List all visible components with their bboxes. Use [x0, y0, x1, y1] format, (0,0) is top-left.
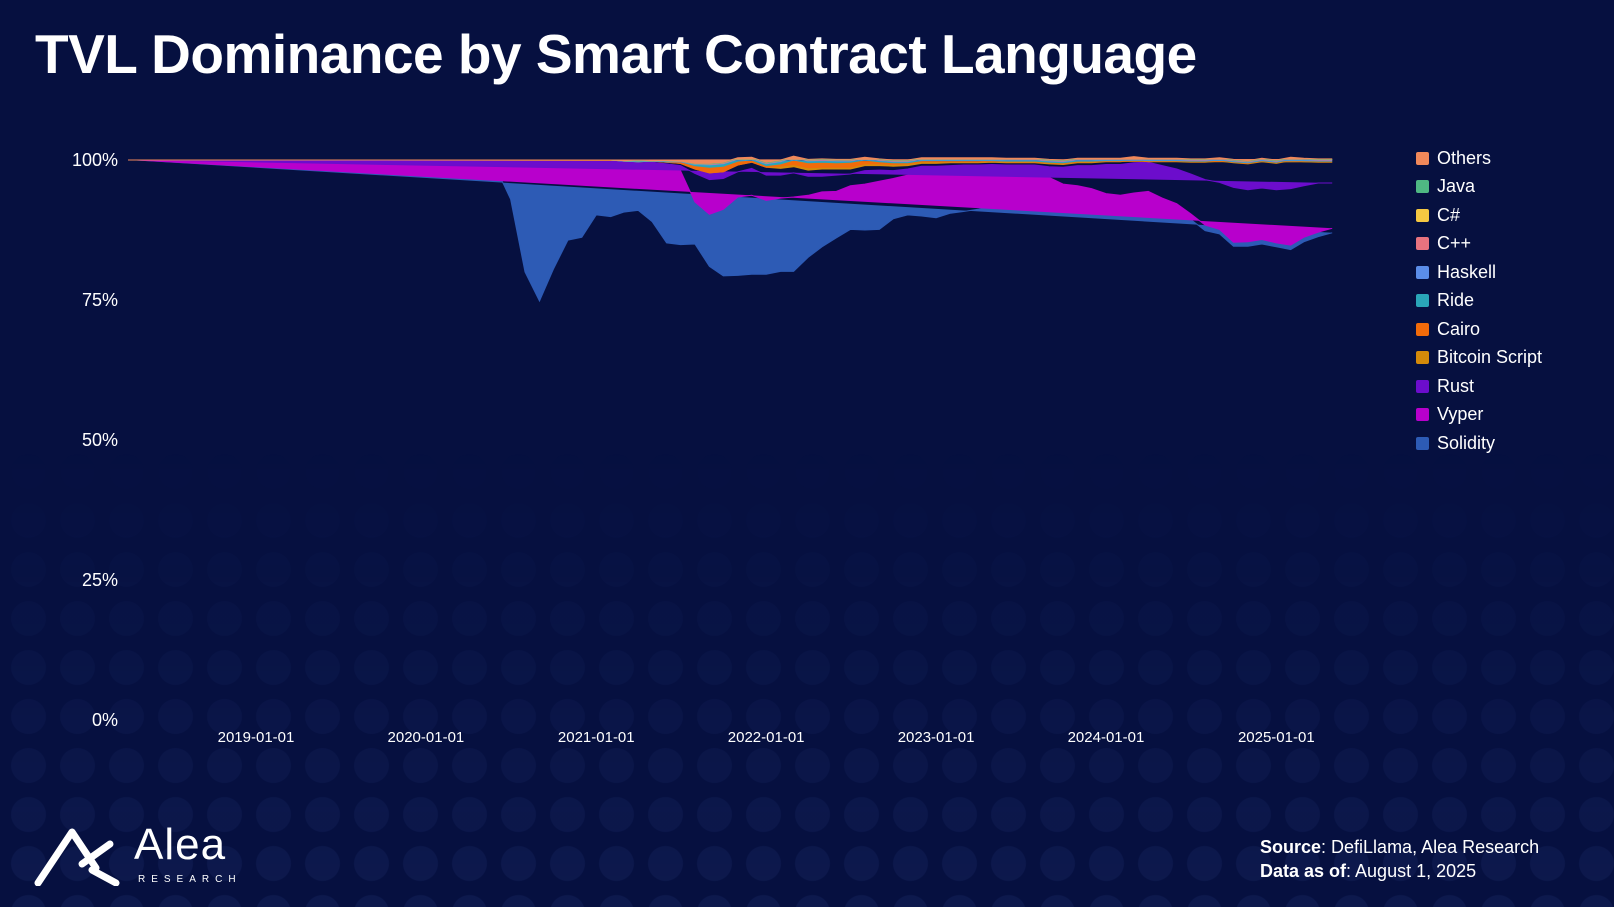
legend-label: C# [1437, 204, 1461, 225]
x-tick-label: 2025-01-01 [1238, 729, 1315, 746]
area-series-solidity [128, 159, 1333, 303]
alea-logo-mark-icon [34, 828, 120, 887]
legend-item: Java [1416, 173, 1542, 202]
legend-item: Cairo [1416, 315, 1542, 344]
x-tick-label: 2024-01-01 [1068, 729, 1145, 746]
x-tick-label: 2019-01-01 [218, 729, 295, 746]
legend-swatch [1416, 379, 1429, 393]
legend-swatch [1416, 208, 1429, 222]
x-tick-label: 2023-01-01 [898, 729, 975, 746]
legend-swatch [1416, 180, 1429, 194]
legend-label: Haskell [1437, 261, 1497, 282]
logo-subtitle: RESEARCH [138, 874, 242, 885]
x-tick-label: 2020-01-01 [388, 729, 465, 746]
x-axis: 2019-01-01 2020-01-01 2021-01-01 2022-01-01… [218, 729, 1315, 746]
source-value: : DefiLlama, Alea Research [1321, 837, 1540, 857]
legend-item: Haskell [1416, 258, 1542, 287]
y-tick-label: 50% [82, 430, 118, 450]
legend-label: Others [1437, 147, 1492, 168]
y-tick-label: 100% [72, 150, 118, 170]
legend-swatch [1416, 436, 1429, 450]
legend-label: Bitcoin Script [1437, 347, 1543, 368]
y-tick-label: 25% [82, 570, 118, 590]
legend-label: Java [1437, 176, 1476, 197]
legend-swatch [1416, 408, 1429, 422]
chart-areas [128, 155, 1333, 303]
logo-name: Alea [134, 820, 227, 869]
area-series-others [128, 155, 1333, 164]
legend-label: Solidity [1437, 432, 1496, 453]
date-value: : August 1, 2025 [1346, 861, 1477, 881]
alea-logo: Alea RESEARCH [34, 820, 264, 888]
legend-item: C++ [1416, 230, 1542, 259]
legend-label: Rust [1437, 375, 1475, 396]
legend-item: Others [1416, 144, 1542, 173]
chart-legend: Others Java C# C++ Haskell Ride Cairo Bitcoin S… [1416, 144, 1542, 458]
source-line: Source: DefiLlama, Alea Research [1260, 835, 1539, 859]
y-axis: 0% 25% 50% 75% 100% [72, 150, 118, 730]
legend-label: Ride [1437, 290, 1475, 311]
page-title: TVL Dominance by Smart Contract Language [35, 23, 1197, 85]
legend-swatch [1416, 294, 1429, 308]
legend-item: C# [1416, 201, 1542, 230]
x-tick-label: 2021-01-01 [558, 729, 635, 746]
legend-item: Rust [1416, 372, 1542, 401]
y-tick-label: 75% [82, 290, 118, 310]
legend-label: Cairo [1437, 318, 1481, 339]
chart-footer: Source: DefiLlama, Alea Research Data as… [1260, 835, 1539, 883]
date-label: Data as of [1260, 861, 1347, 881]
legend-item: Vyper [1416, 401, 1542, 430]
legend-label: Vyper [1437, 404, 1484, 425]
y-tick-label: 0% [92, 710, 118, 730]
legend-item: Ride [1416, 287, 1542, 316]
x-tick-label: 2022-01-01 [728, 729, 805, 746]
legend-swatch [1416, 237, 1429, 251]
legend-swatch [1416, 351, 1429, 365]
source-label: Source [1260, 837, 1322, 857]
legend-swatch [1416, 151, 1429, 165]
legend-swatch [1416, 265, 1429, 279]
date-line: Data as of: August 1, 2025 [1260, 859, 1539, 883]
legend-swatch [1416, 322, 1429, 336]
legend-label: C++ [1437, 233, 1472, 254]
legend-item: Solidity [1416, 429, 1542, 458]
legend-item: Bitcoin Script [1416, 344, 1542, 373]
